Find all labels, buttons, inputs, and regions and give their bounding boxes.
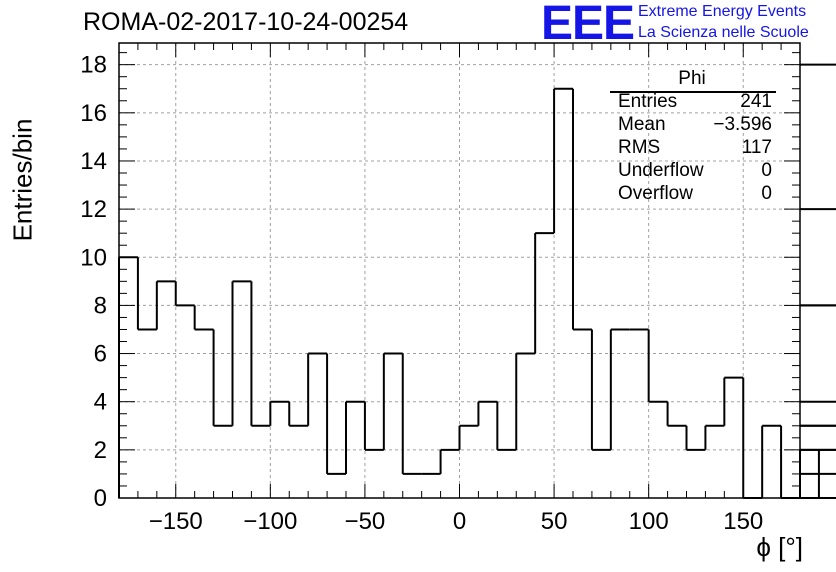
y-tick-label: 14 — [80, 148, 107, 175]
y-tick-label: 8 — [94, 292, 107, 319]
y-tick-label: 18 — [80, 52, 107, 79]
x-tick-label: 150 — [723, 508, 763, 535]
y-tick-label: 16 — [80, 100, 107, 127]
stats-value: 0 — [761, 160, 772, 181]
y-tick-label: 4 — [94, 389, 107, 416]
stats-label: Underflow — [618, 160, 704, 181]
stats-value: 117 — [741, 137, 772, 158]
x-tick-label: 0 — [453, 508, 466, 535]
stats-row-rms: RMS 117 — [612, 136, 772, 159]
stats-label: Mean — [618, 114, 666, 135]
stats-value: 0 — [761, 183, 772, 204]
stats-box: Phi Entries 241 Mean −3.596 RMS 117 Unde… — [610, 68, 776, 205]
stats-label: Entries — [618, 91, 678, 112]
y-tick-label: 0 — [94, 485, 107, 512]
y-tick-label: 6 — [94, 341, 107, 368]
x-tick-label: 50 — [541, 508, 568, 535]
stats-row-entries: Entries 241 — [612, 90, 772, 113]
y-tick-label: 10 — [80, 244, 107, 271]
stats-row-overflow: Overflow 0 — [612, 182, 772, 205]
logo-caption-line2: La Scienza nelle Scuole — [638, 24, 809, 41]
y-tick-label: 2 — [94, 437, 107, 464]
logo-caption-line1: Extreme Energy Events — [638, 3, 807, 20]
stats-label: RMS — [618, 137, 661, 158]
x-tick-label: −50 — [345, 508, 386, 535]
eee-logo: EEE — [541, 0, 635, 50]
x-tick-label: −150 — [149, 508, 203, 535]
stats-value: 241 — [740, 91, 772, 112]
x-tick-label: 100 — [629, 508, 669, 535]
stats-label: Overflow — [618, 183, 693, 204]
stats-row-mean: Mean −3.596 — [612, 113, 772, 136]
y-tick-label: 12 — [80, 196, 107, 223]
x-axis-label: ϕ [°] — [756, 532, 803, 562]
x-tick-label: −100 — [243, 508, 297, 535]
stats-row-underflow: Underflow 0 — [612, 159, 772, 182]
chart-title: ROMA-02-2017-10-24-00254 — [83, 8, 409, 36]
stats-divider — [610, 91, 776, 93]
stats-value: −3.596 — [713, 114, 772, 135]
stats-title: Phi — [678, 68, 706, 89]
